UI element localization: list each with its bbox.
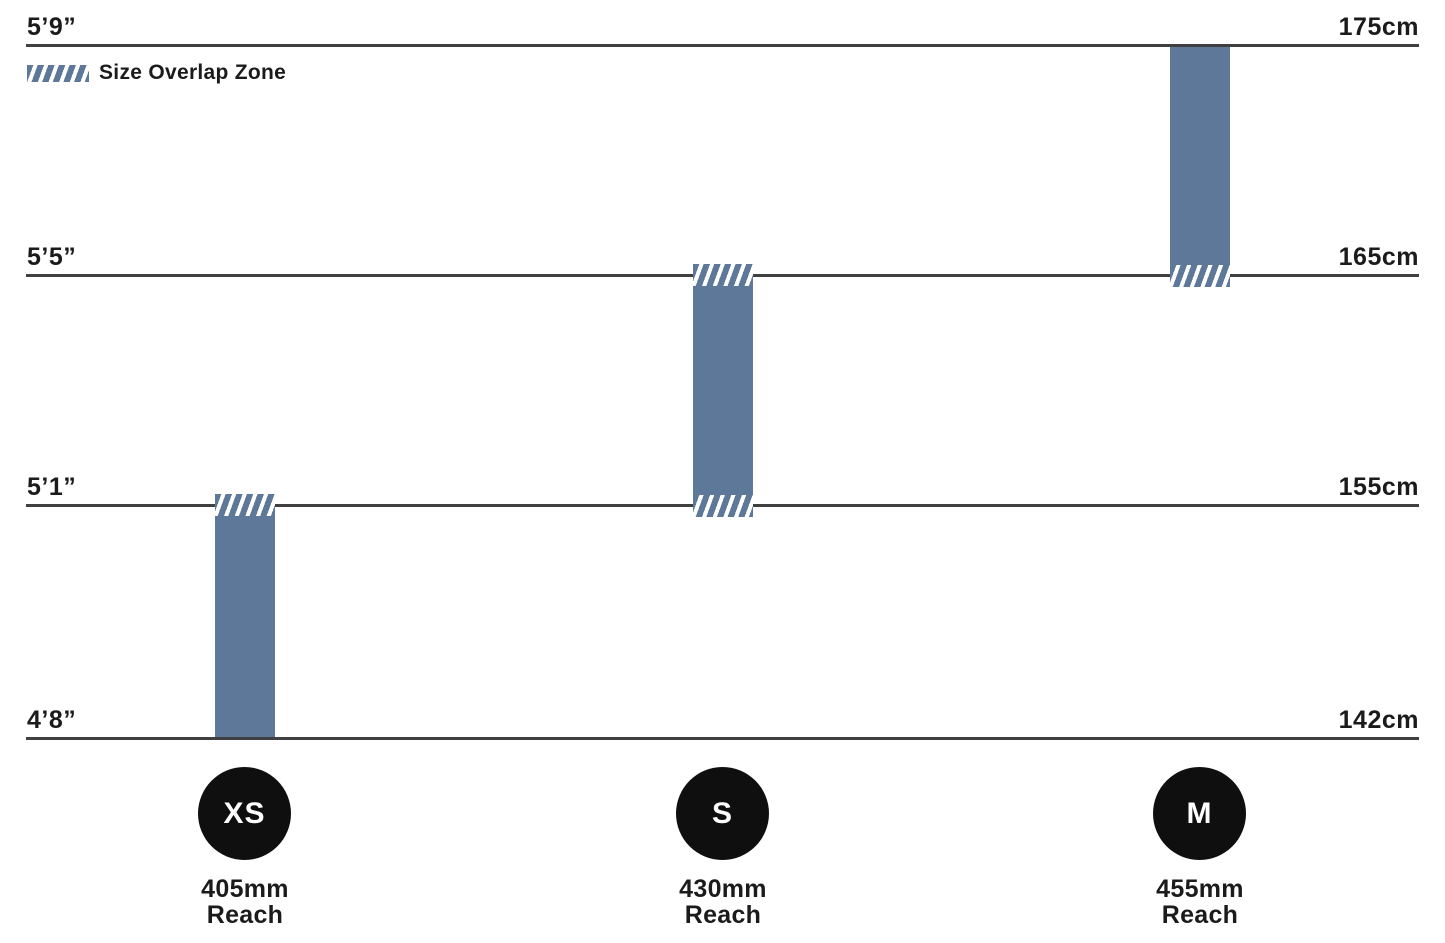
height-label-imperial-5-5: 5’5” <box>27 243 77 271</box>
reach-value-s: 430mm <box>679 875 767 903</box>
reach-value-m: 455mm <box>1156 875 1244 903</box>
legend-label: Size Overlap Zone <box>99 61 287 84</box>
reach-word-xs: Reach <box>206 901 284 929</box>
reach-label-m: 455mm Reach <box>1050 876 1350 928</box>
size-circle-xs: XS <box>198 767 291 860</box>
height-label-imperial-5-1: 5’1” <box>27 473 77 501</box>
reach-label-s: 430mm Reach <box>573 876 873 928</box>
height-gridline-175cm <box>26 44 1419 47</box>
legend: Size Overlap Zone <box>27 61 286 85</box>
overlap-zone-xs-top <box>215 494 275 516</box>
height-label-metric-175cm: 175cm <box>1338 13 1419 41</box>
size-bar-xs <box>215 516 275 737</box>
height-gridline-142cm <box>26 737 1419 740</box>
reach-label-xs: 405mm Reach <box>95 876 395 928</box>
reach-value-xs: 405mm <box>201 875 289 903</box>
height-label-imperial-4-8: 4’8” <box>27 706 77 734</box>
overlap-zone-s-top <box>693 264 753 286</box>
height-label-metric-155cm: 155cm <box>1338 473 1419 501</box>
height-label-metric-142cm: 142cm <box>1338 706 1419 734</box>
overlap-zone-s-bottom <box>693 495 753 517</box>
overlap-zone-hatch-icon <box>27 64 89 82</box>
height-label-imperial-5-9: 5’9” <box>27 13 77 41</box>
size-bar-s <box>693 286 753 495</box>
size-circle-m: M <box>1153 767 1246 860</box>
overlap-zone-m-bottom <box>1170 265 1230 287</box>
reach-word-m: Reach <box>1161 901 1239 929</box>
size-bar-m <box>1170 47 1230 265</box>
height-label-metric-165cm: 165cm <box>1338 243 1419 271</box>
reach-word-s: Reach <box>684 901 762 929</box>
size-circle-s: S <box>676 767 769 860</box>
